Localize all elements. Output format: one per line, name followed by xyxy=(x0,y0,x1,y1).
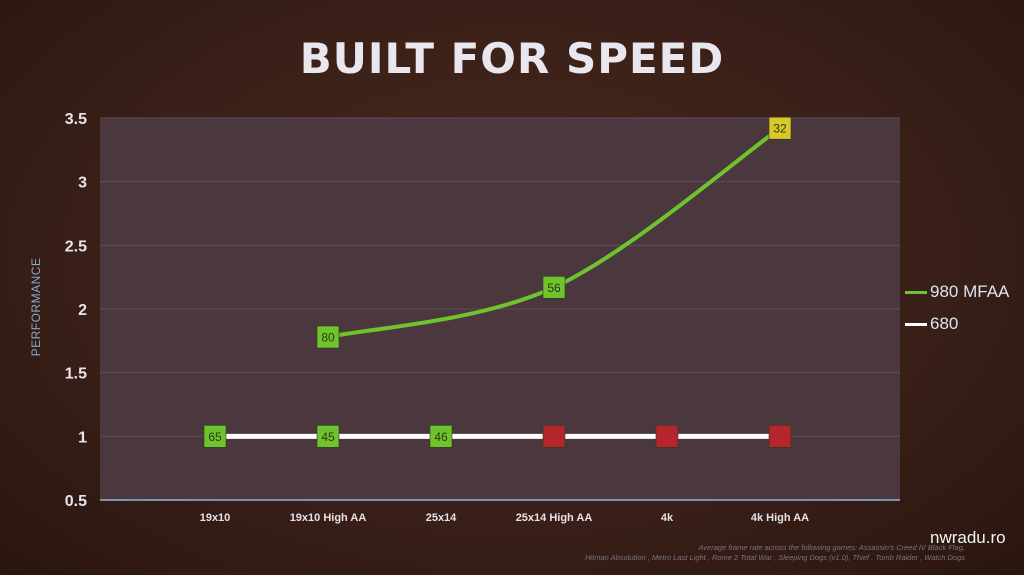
legend-swatch-680 xyxy=(905,322,927,326)
legend-item-680: 680 xyxy=(905,314,958,334)
y-tick-label: 0.5 xyxy=(65,493,87,510)
data-point-marker xyxy=(316,425,340,448)
data-point-marker xyxy=(768,425,792,448)
y-tick-label: 1.5 xyxy=(65,366,87,383)
legend-swatch-980-mfaa xyxy=(905,290,927,294)
data-label: 80 xyxy=(321,331,335,345)
x-tick-label: 4k xyxy=(661,512,674,524)
data-point-marker xyxy=(203,425,227,448)
data-label: 45 xyxy=(321,430,335,444)
data-point-marker xyxy=(768,116,792,140)
legend-item-980-mfaa: 980 MFAA xyxy=(905,282,1009,302)
x-tick-label: 19x10 High AA xyxy=(290,512,367,524)
legend-label-680: 680 xyxy=(930,314,959,333)
x-tick-label: 4k High AA xyxy=(751,512,809,524)
data-point-marker xyxy=(429,425,453,448)
chart-title: BUILT FOR SPEED xyxy=(299,34,725,83)
x-tick-label: 25x14 xyxy=(426,512,457,524)
footnote-line-2: Hitman Absolution , Metro Last Light , R… xyxy=(585,553,965,562)
data-point-marker xyxy=(542,276,566,299)
data-label: 65 xyxy=(208,430,222,444)
y-tick-label: 3 xyxy=(78,175,87,192)
data-point-marker xyxy=(655,425,679,448)
x-tick-label: 19x10 xyxy=(200,512,231,524)
y-tick-label: 3.5 xyxy=(65,111,87,128)
y-tick-label: 2.5 xyxy=(65,238,87,255)
legend-label-980-mfaa: 980 MFAA xyxy=(930,282,1010,301)
footnote: Average frame rate across the following … xyxy=(505,543,965,563)
data-label: 56 xyxy=(547,281,561,295)
y-tick-label: 2 xyxy=(78,302,87,319)
x-tick-label: 25x14 High AA xyxy=(516,512,593,524)
data-point-marker xyxy=(542,425,566,448)
footnote-line-1: Average frame rate across the following … xyxy=(698,543,965,552)
data-label: 46 xyxy=(434,430,448,444)
y-tick-label: 1 xyxy=(78,429,87,446)
data-point-marker xyxy=(316,325,340,349)
data-label: 32 xyxy=(773,122,787,136)
watermark: nwradu.ro xyxy=(930,528,1006,547)
